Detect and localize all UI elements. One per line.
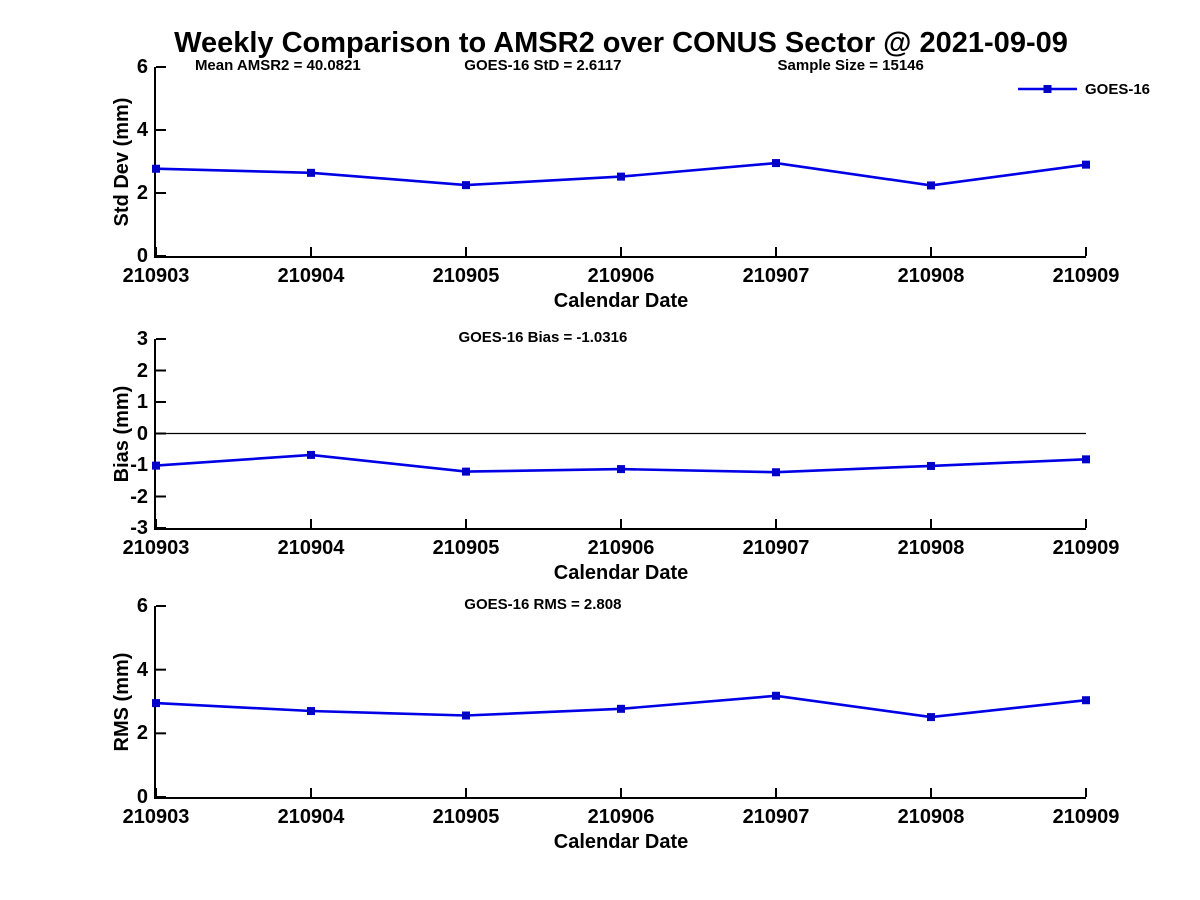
data-point-marker bbox=[152, 164, 160, 173]
legend: GOES-16 bbox=[1018, 80, 1151, 98]
x-tick-label: 210909 bbox=[1052, 265, 1120, 287]
rms-plot-canvas bbox=[152, 605, 1090, 798]
x-tick-label: 210907 bbox=[742, 806, 810, 828]
x-axis-label-rms: Calendar Date bbox=[553, 831, 689, 853]
x-tick-label: 210906 bbox=[587, 806, 655, 828]
std-dev-plot-canvas bbox=[152, 66, 1090, 257]
x-tick-label: 210903 bbox=[122, 537, 190, 559]
y-tick-label: 2 bbox=[136, 359, 148, 382]
x-tick-label: 210907 bbox=[742, 265, 810, 287]
data-point-marker bbox=[462, 181, 470, 190]
x-tick-label: 210905 bbox=[432, 806, 500, 828]
annotation-mean-amsr2: Mean AMSR2 = 40.0821 bbox=[194, 57, 361, 74]
data-point-marker bbox=[617, 465, 625, 474]
x-tick-label: 210909 bbox=[1052, 806, 1120, 828]
x-tick-label: 210904 bbox=[277, 265, 345, 287]
y-tick-label: -1 bbox=[130, 454, 148, 476]
data-point-marker bbox=[772, 691, 780, 700]
data-point-marker bbox=[927, 181, 935, 190]
y-axis-label-bias: Bias (mm) bbox=[111, 385, 133, 482]
x-tick-label: 210908 bbox=[897, 806, 965, 828]
y-tick-label: 6 bbox=[136, 595, 148, 617]
x-tick-label: 210903 bbox=[122, 806, 190, 828]
x-tick-label: 210903 bbox=[122, 265, 190, 287]
y-tick-label: -2 bbox=[130, 485, 148, 508]
x-tick-label: 210908 bbox=[897, 537, 965, 559]
y-tick-label: 2 bbox=[136, 722, 148, 745]
data-point-marker bbox=[617, 704, 625, 713]
y-tick-label: 0 bbox=[136, 422, 148, 445]
data-point-marker bbox=[462, 711, 470, 720]
y-tick-label: 0 bbox=[136, 245, 148, 267]
x-tick-label: 210907 bbox=[742, 537, 810, 559]
data-point-marker bbox=[617, 172, 625, 181]
y-tick-label: 3 bbox=[136, 328, 148, 350]
y-tick-label: 2 bbox=[136, 182, 148, 204]
y-tick-label: 4 bbox=[136, 658, 148, 681]
data-point-marker bbox=[772, 159, 780, 168]
x-axis-label-std-dev: Calendar Date bbox=[553, 290, 689, 312]
data-point-marker bbox=[1082, 455, 1090, 464]
annotation-goes16-rms: GOES-16 RMS = 2.808 bbox=[464, 596, 622, 613]
x-tick-label: 210906 bbox=[587, 265, 655, 287]
data-point-marker bbox=[1082, 160, 1090, 169]
data-point-marker bbox=[152, 461, 160, 470]
y-axis-label-rms: RMS (mm) bbox=[111, 652, 133, 751]
x-tick-label: 210904 bbox=[277, 806, 345, 828]
x-tick-label: 210905 bbox=[432, 265, 500, 287]
std-dev-axes bbox=[154, 67, 1086, 258]
data-point-marker bbox=[307, 450, 315, 459]
data-point-marker bbox=[462, 467, 470, 476]
y-tick-label: 4 bbox=[136, 119, 148, 141]
legend-marker-icon bbox=[1018, 85, 1077, 93]
y-tick-label: 0 bbox=[136, 786, 148, 808]
data-point-marker bbox=[772, 468, 780, 477]
data-point-marker bbox=[1082, 696, 1090, 705]
x-tick-label: 210908 bbox=[897, 265, 965, 287]
bias-plot-canvas bbox=[152, 338, 1090, 529]
legend-label: GOES-16 bbox=[1085, 80, 1151, 98]
bias-axes bbox=[154, 339, 1086, 530]
x-tick-label: 210904 bbox=[277, 537, 345, 559]
y-tick-label: 1 bbox=[136, 391, 148, 413]
legend-marker bbox=[1043, 85, 1052, 93]
x-tick-label: 210909 bbox=[1052, 537, 1120, 559]
data-point-marker bbox=[307, 707, 315, 716]
data-point-marker bbox=[152, 699, 160, 708]
x-tick-label: 210906 bbox=[587, 537, 655, 559]
data-point-marker bbox=[927, 461, 935, 470]
y-tick-label: -3 bbox=[130, 517, 148, 539]
y-axis-label-std-dev: Std Dev (mm) bbox=[111, 97, 133, 226]
data-point-marker bbox=[927, 713, 935, 722]
annotation-sample-size: Sample Size = 15146 bbox=[777, 57, 924, 74]
x-axis-label-bias: Calendar Date bbox=[553, 562, 689, 584]
y-tick-label: 6 bbox=[136, 56, 148, 78]
x-tick-label: 210905 bbox=[432, 537, 500, 559]
data-point-marker bbox=[307, 168, 315, 177]
annotation-goes16-bias: GOES-16 Bias = -1.0316 bbox=[458, 329, 628, 346]
annotation-goes16-std: GOES-16 StD = 2.6117 bbox=[464, 57, 622, 74]
chart-title: Weekly Comparison to AMSR2 over CONUS Se… bbox=[174, 27, 1068, 59]
